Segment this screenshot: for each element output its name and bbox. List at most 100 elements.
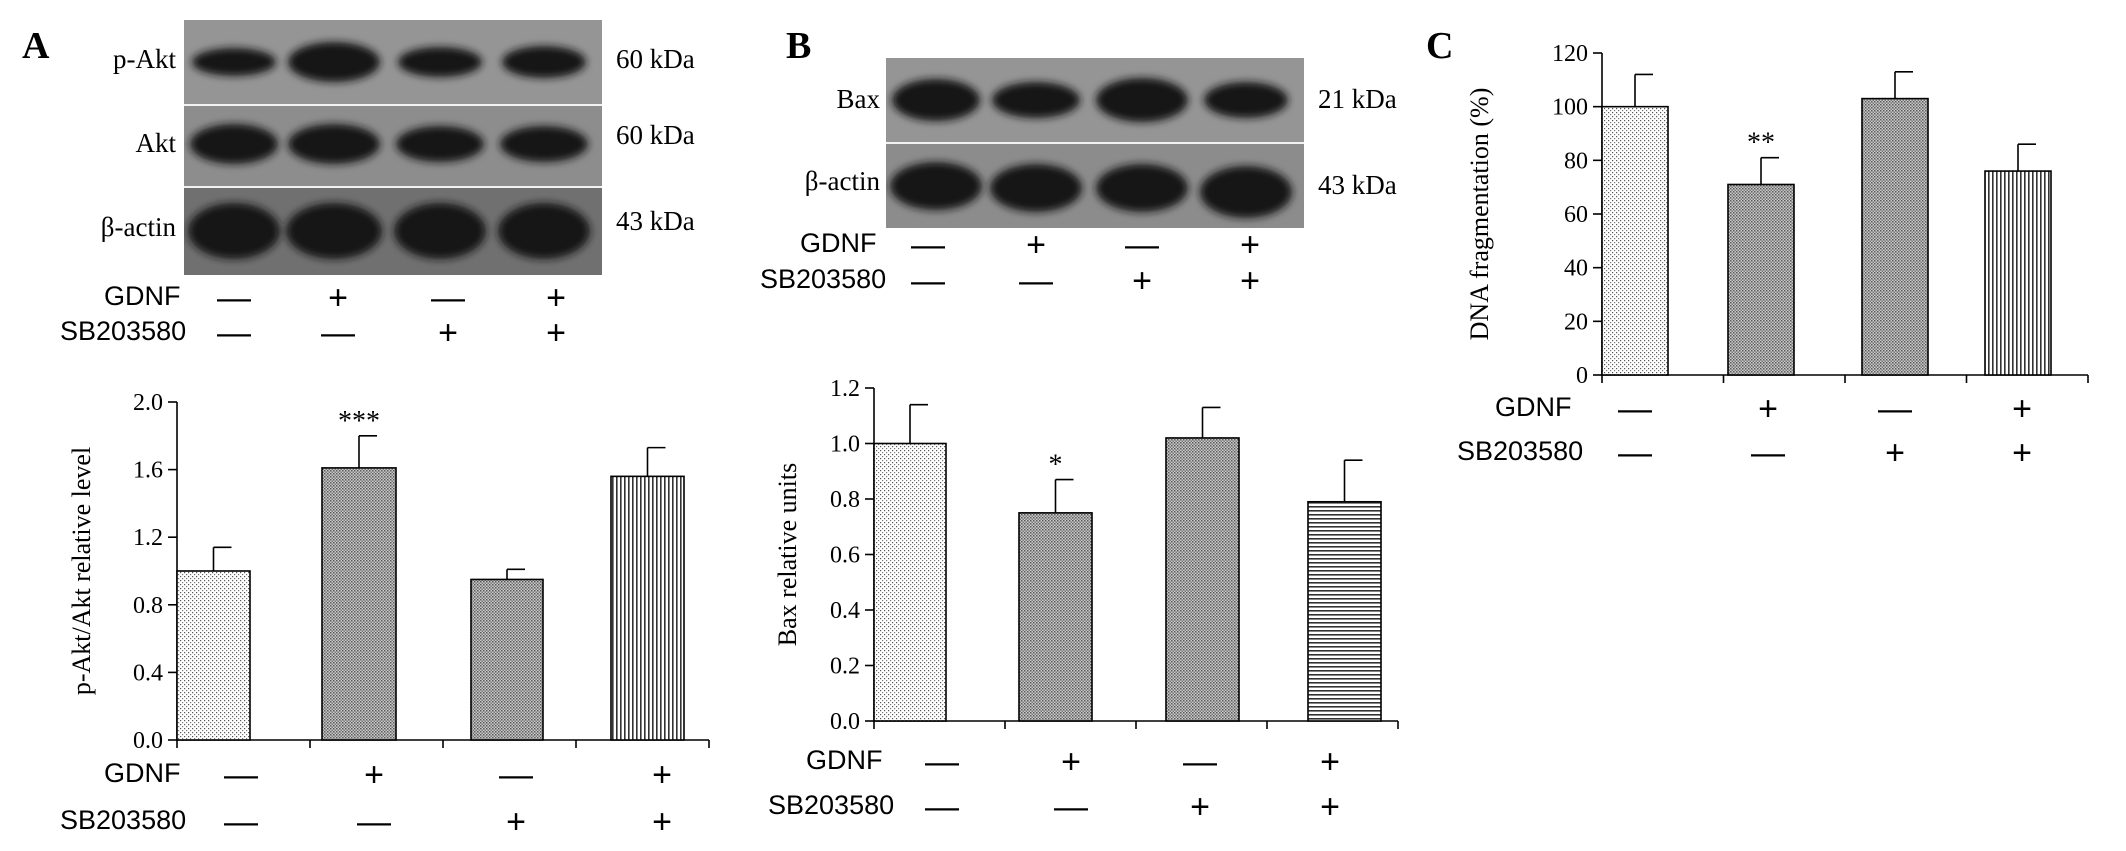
chart-a-sb-sign: — <box>357 803 391 841</box>
chart-b-gdnf-sign: + <box>1061 743 1081 781</box>
blot-b-gdnf-sign: — <box>1125 226 1159 264</box>
blot-b-row-label: Bax <box>836 84 881 114</box>
y-tick-label: 60 <box>1564 202 1588 228</box>
panel-letter-c: C <box>1426 25 1454 67</box>
y-axis-label: Bax relative units <box>773 463 802 646</box>
y-tick-label: 80 <box>1564 148 1588 174</box>
y-tick-label: 0.4 <box>830 598 860 624</box>
bar <box>1861 97 1929 376</box>
chart-c-gdnf-sign: — <box>1878 390 1912 428</box>
bar <box>470 578 544 741</box>
chart-a-sb-sign: + <box>506 803 526 841</box>
chart-b-sb-sign: — <box>925 788 959 826</box>
y-tick-label: 1.2 <box>830 376 860 402</box>
chart-c-sb203580-label: SB203580 <box>1457 436 1584 466</box>
blot-b-sb203580-label: SB203580 <box>760 264 887 294</box>
bar-chart-b: 0.0 0.2 0.4 0.6 0.8 1.0 1.2 Bax relative units * <box>773 376 1399 735</box>
bar <box>1727 183 1795 376</box>
significance-mark: *** <box>338 406 380 437</box>
band-actin-b-2 <box>990 164 1082 212</box>
chart-c-sb-sign: + <box>1885 434 1905 472</box>
chart-b-gdnf-sign: — <box>925 743 959 781</box>
chart-b-sb-sign: + <box>1190 788 1210 826</box>
blot-a-sb203580-label: SB203580 <box>60 316 187 346</box>
chart-c-gdnf-sign: — <box>1618 390 1652 428</box>
bar-chart-c: 0 20 40 60 80 100 120 DNA fragmentation (%) ** <box>1465 41 2089 389</box>
band-actin-b-1 <box>890 162 982 210</box>
y-axis-label: DNA fragmentation (%) <box>1465 88 1494 341</box>
chart-c-sb-sign: — <box>1618 434 1652 472</box>
blot-b-kda-label: 21 kDa <box>1318 84 1397 114</box>
band-pakt-1 <box>192 48 276 76</box>
significance-mark: ** <box>1747 128 1775 159</box>
y-tick-label: 1.6 <box>133 458 163 484</box>
y-tick-label: 1.0 <box>830 432 860 458</box>
chart-a-gdnf-sign: + <box>652 756 672 794</box>
chart-c-sb-sign: + <box>2012 434 2032 472</box>
blot-b-row-label: β-actin <box>804 166 880 196</box>
blot-a-kda-label: 60 kDa <box>616 120 695 150</box>
band-actin-a-2 <box>286 203 382 259</box>
bar <box>321 467 397 741</box>
y-tick-label: 40 <box>1564 256 1588 282</box>
western-blot-a <box>184 20 602 275</box>
band-bax-3 <box>1096 78 1188 122</box>
blot-a-row-label: β-actin <box>100 212 176 242</box>
band-actin-b-3 <box>1096 164 1188 212</box>
band-akt-2 <box>288 124 380 164</box>
blot-b-gdnf-sign: — <box>911 226 945 264</box>
blot-a-row-label: Akt <box>135 128 177 158</box>
bar <box>176 570 251 741</box>
blot-b-sb-sign: — <box>911 262 945 300</box>
blot-a-kda-label: 60 kDa <box>616 44 695 74</box>
band-actin-a-3 <box>394 203 486 259</box>
chart-c-sb-sign: — <box>1751 434 1785 472</box>
chart-a-gdnf-sign: + <box>364 756 384 794</box>
chart-b-sb203580-label: SB203580 <box>768 790 895 820</box>
y-tick-label: 100 <box>1552 95 1588 121</box>
band-actin-b-4 <box>1200 166 1292 218</box>
band-pakt-4 <box>502 46 586 78</box>
chart-a-gdnf-sign: — <box>499 756 533 794</box>
blot-b-sb-sign: + <box>1240 262 1260 300</box>
blot-a-gdnf-sign: + <box>328 279 348 317</box>
band-akt-4 <box>500 126 588 162</box>
panel-letter-b: B <box>786 25 812 67</box>
bar <box>1165 437 1240 722</box>
y-tick-label: 0.2 <box>830 654 860 680</box>
blot-a-sb-sign: — <box>217 314 251 352</box>
blot-a-gdnf-sign: — <box>431 279 465 317</box>
panel-letter-a: A <box>22 25 50 67</box>
bar <box>1307 500 1382 722</box>
band-bax-2 <box>992 82 1080 118</box>
band-pakt-2 <box>288 42 380 82</box>
y-tick-label: 0.4 <box>133 660 163 686</box>
y-tick-label: 0.8 <box>133 593 163 619</box>
blot-b-gdnf-sign: + <box>1026 226 1046 264</box>
band-akt-3 <box>396 126 484 162</box>
y-tick-label: 120 <box>1552 41 1588 67</box>
chart-b-gdnf-sign: — <box>1183 743 1217 781</box>
bar <box>1601 105 1669 376</box>
blot-a-gdnf-label: GDNF <box>104 281 181 311</box>
bar <box>1984 170 2052 376</box>
band-actin-a-4 <box>498 203 590 259</box>
chart-b-gdnf-label: GDNF <box>806 745 883 775</box>
blot-a-sb-sign: + <box>438 314 458 352</box>
bar <box>610 475 685 741</box>
chart-a-gdnf-sign: — <box>224 756 258 794</box>
blot-a-kda-label: 43 kDa <box>616 206 695 236</box>
blot-a-gdnf-sign: + <box>546 279 566 317</box>
blot-a-row-label: p-Akt <box>113 44 176 74</box>
significance-mark: * <box>1049 450 1063 481</box>
band-bax-1 <box>892 79 980 121</box>
chart-b-gdnf-sign: + <box>1320 743 1340 781</box>
chart-a-gdnf-label: GDNF <box>104 758 181 788</box>
blot-b-sb-sign: — <box>1019 262 1053 300</box>
blot-b-gdnf-sign: + <box>1240 226 1260 264</box>
bar <box>1018 512 1093 722</box>
y-tick-label: 0.6 <box>830 543 860 569</box>
blot-b-kda-label: 43 kDa <box>1318 170 1397 200</box>
band-bax-4 <box>1204 82 1288 118</box>
band-akt-1 <box>190 124 278 164</box>
